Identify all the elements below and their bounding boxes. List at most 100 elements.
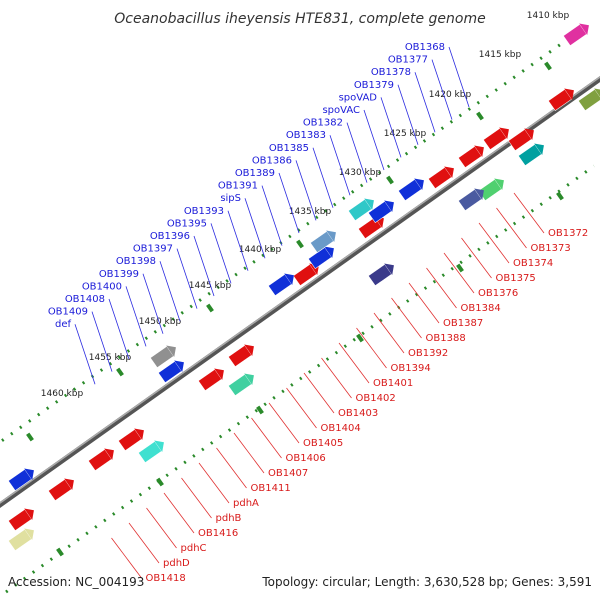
gene-label: OB1411 [251,483,291,494]
reverse-gene [88,448,114,471]
leader-line [295,160,317,221]
forward-gene [308,246,334,269]
leader-line [391,297,422,339]
leader-line [108,298,130,360]
gene-label: OB1405 [303,438,343,449]
gene-label: OB1399 [99,269,139,280]
leader-line [181,477,212,519]
gene-label: OB1402 [356,393,396,404]
gene-label: OB1406 [286,453,326,464]
leader-line [261,185,283,246]
gene-label: OB1375 [496,273,536,284]
gene-label: def [55,319,72,330]
major-tick [296,239,304,249]
leader-line [346,122,368,183]
leader-line [210,223,232,284]
pale-gene [8,528,34,551]
accession-label: Accession: NC_004193 [8,575,144,589]
major-tick [476,111,484,121]
leader-line [496,207,527,249]
leader-line [478,222,510,264]
gene-label: OB1378 [371,67,411,78]
major-tick [456,263,464,273]
gene-label: OB1401 [373,378,413,389]
leader-line [251,417,282,459]
green-gene [228,373,254,396]
gene-label: pdhA [233,498,259,509]
gene-label: pdhC [181,543,207,554]
gene-label: OB1392 [408,348,448,359]
leader-line [163,492,195,534]
purple-gene [458,188,484,211]
leader-line [312,147,334,208]
leader-line [408,282,440,324]
gray-gene [150,345,176,368]
reverse-gene [548,88,574,111]
gene-label: spoVAC [322,105,360,116]
gene-label: OB1398 [116,256,156,267]
leader-line [443,252,475,294]
reverse-gene [483,127,509,150]
gene-label: OB1397 [133,244,173,255]
leader-line [146,507,177,549]
gene-label: spoVAD [339,92,378,103]
leader-line [338,342,370,384]
backbone-line [0,76,600,508]
gene-label: OB1384 [461,303,501,314]
gene-label: OB1372 [548,228,588,239]
leader-line [216,447,247,489]
reverse-gene [508,128,534,151]
forward-gene [398,178,424,201]
forward-gene [268,273,294,296]
reverse-gene [8,508,34,531]
gene-label: OB1388 [426,333,466,344]
gene-label: pdhB [216,513,242,524]
leader-line [448,46,470,108]
gene-label: OB1387 [443,318,483,329]
major-tick [156,477,164,487]
kbp-label: 1425 kbp [384,129,427,139]
gene-label: OB1373 [531,243,571,254]
leader-line [414,72,436,133]
gene-label: OB1376 [478,288,518,299]
leader-line [198,462,230,504]
leader-line [373,312,405,354]
kbp-label: 1450 kbp [139,317,182,327]
genome-backbone [0,76,600,508]
gene-label: OB1389 [235,168,275,179]
leader-line [321,357,352,399]
kbp-labels: 1410 kbp 1415 kbp 1420 kbp 1425 kbp 1430 kbp… [41,11,570,399]
leader-line [329,135,351,196]
gene-label: OB1400 [82,281,122,292]
purple-gene [368,263,394,286]
kbp-label: 1460 kbp [41,389,84,399]
leader-line [303,372,335,414]
leader-line [125,286,147,347]
magenta-gene [563,23,589,46]
reverse-gene [428,166,454,189]
reverse-gene [228,344,254,367]
major-tick [26,432,34,442]
gene-label: OB1396 [150,231,190,242]
leader-line [128,522,160,564]
leader-line [286,387,317,429]
leader-line [193,235,215,297]
steelblue-gene [310,230,336,253]
leader-line [426,267,457,309]
reverse-gene [118,428,144,451]
gene-label: OB1393 [184,206,224,217]
leader-line [461,237,492,279]
major-tick [356,333,364,343]
gene-label: OB1385 [269,143,309,154]
gene-label: OB1403 [338,408,378,419]
reverse-gene [458,145,484,168]
gene-label: OB1408 [65,294,105,305]
major-tick [116,367,124,377]
kbp-label: 1430 kbp [339,168,382,178]
leader-line [356,327,387,369]
gene-features [8,23,600,551]
kbp-label: 1445 kbp [189,281,232,291]
cyan-gene [348,198,374,221]
